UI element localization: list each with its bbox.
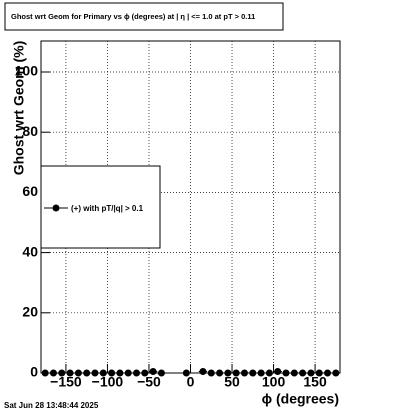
marker bbox=[232, 369, 240, 377]
marker bbox=[324, 369, 332, 377]
marker bbox=[99, 369, 107, 377]
y-tick-label: 60 bbox=[22, 183, 38, 199]
chart-title: Ghost wrt Geom for Primary vs ϕ (degrees… bbox=[11, 12, 255, 21]
marker bbox=[290, 369, 298, 377]
data-point bbox=[315, 369, 324, 377]
data-point bbox=[273, 367, 282, 375]
marker bbox=[249, 369, 257, 377]
data-point bbox=[49, 369, 58, 377]
data-point bbox=[41, 369, 50, 377]
y-tick-label: 100 bbox=[15, 63, 39, 79]
data-point bbox=[157, 369, 166, 377]
data-point bbox=[65, 369, 75, 377]
data-point bbox=[148, 367, 158, 375]
marker bbox=[257, 369, 265, 377]
data-point bbox=[323, 369, 332, 377]
marker bbox=[74, 369, 82, 377]
data-point bbox=[248, 369, 257, 377]
marker bbox=[282, 369, 290, 377]
data-point bbox=[57, 369, 66, 377]
data-point bbox=[265, 369, 274, 377]
marker bbox=[157, 369, 165, 377]
marker bbox=[307, 369, 315, 377]
data-point bbox=[232, 369, 241, 377]
data-point bbox=[107, 369, 116, 377]
marker bbox=[108, 369, 116, 377]
data-point bbox=[306, 369, 316, 377]
data-point bbox=[198, 367, 208, 375]
marker bbox=[83, 369, 91, 377]
plot-area: 0 20 40 60 80 100 −150 −100 −50 0 50 100 150 bbox=[15, 41, 340, 390]
data-point bbox=[74, 369, 83, 377]
x-tick-label: 50 bbox=[224, 374, 240, 390]
x-tick-label: −50 bbox=[137, 374, 161, 390]
y-axis-label: Ghost wrt Geom (%) bbox=[11, 41, 27, 176]
marker bbox=[199, 367, 207, 375]
data-point bbox=[140, 369, 149, 377]
marker bbox=[116, 369, 124, 377]
y-tick-label: 0 bbox=[30, 364, 38, 380]
legend-marker bbox=[52, 204, 60, 212]
y-tick-label: 80 bbox=[22, 123, 38, 139]
title-box bbox=[4, 2, 284, 31]
timestamp: Sat Jun 28 13:48:44 2025 bbox=[4, 401, 99, 410]
data-point bbox=[215, 369, 224, 377]
marker bbox=[315, 369, 323, 377]
marker bbox=[216, 369, 224, 377]
marker bbox=[274, 367, 282, 375]
marker bbox=[41, 369, 49, 377]
data-point bbox=[331, 369, 340, 377]
x-tick-label: −100 bbox=[92, 374, 124, 390]
data-point bbox=[82, 369, 91, 377]
marker bbox=[182, 369, 190, 377]
y-tick-label: 20 bbox=[22, 304, 38, 320]
data-point bbox=[115, 369, 125, 377]
data-point bbox=[240, 369, 249, 377]
legend-label: (+) with pT/|q| > 0.1 bbox=[71, 204, 144, 213]
marker bbox=[58, 369, 66, 377]
data-point bbox=[132, 369, 141, 377]
data-point bbox=[90, 369, 100, 377]
data-point bbox=[207, 369, 216, 377]
legend-box bbox=[40, 165, 161, 249]
x-tick-label: 0 bbox=[187, 374, 195, 390]
marker bbox=[49, 369, 57, 377]
marker bbox=[332, 369, 340, 377]
x-tick-label: −150 bbox=[50, 374, 82, 390]
marker bbox=[133, 369, 141, 377]
x-tick-label: 100 bbox=[262, 374, 286, 390]
marker bbox=[141, 369, 149, 377]
data-point bbox=[298, 369, 307, 377]
marker bbox=[265, 369, 273, 377]
marker bbox=[207, 369, 215, 377]
marker bbox=[224, 369, 232, 377]
data-point bbox=[223, 369, 233, 377]
data-point bbox=[256, 369, 266, 377]
data-point bbox=[182, 369, 191, 377]
x-tick-label: 150 bbox=[303, 374, 327, 390]
marker bbox=[91, 369, 99, 377]
y-tick-label: 40 bbox=[22, 243, 38, 259]
data-point bbox=[124, 369, 133, 377]
data-point bbox=[281, 369, 291, 377]
marker bbox=[66, 369, 74, 377]
marker bbox=[299, 369, 307, 377]
data-point bbox=[290, 369, 299, 377]
marker bbox=[240, 369, 248, 377]
marker bbox=[149, 367, 157, 375]
data-point bbox=[99, 369, 108, 377]
x-axis-label: ϕ (degrees) bbox=[262, 391, 339, 407]
marker bbox=[124, 369, 132, 377]
